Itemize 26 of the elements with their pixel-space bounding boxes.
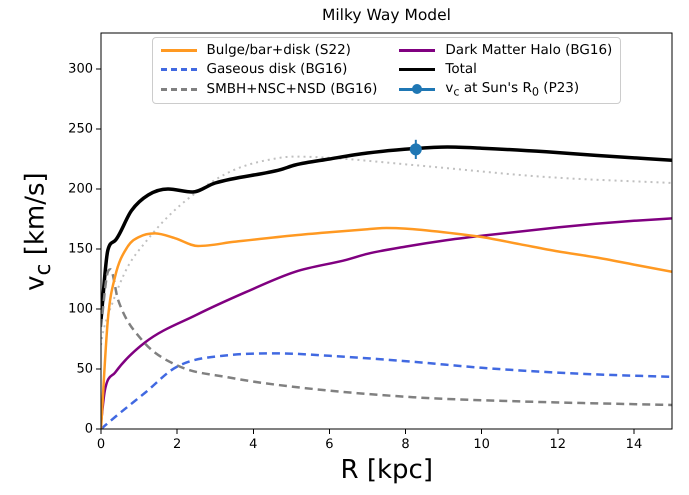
line-series [101,268,672,406]
y-tick-label: 100 [68,301,93,316]
x-tick-label: 0 [96,437,106,452]
y-tick-label: 250 [68,121,93,136]
y-tick-label: 150 [68,241,93,256]
y-tick-label: 200 [68,181,93,196]
x-axis-title: R [kpc] [340,455,433,485]
y-tick-label: 0 [84,421,93,436]
legend-label: Dark Matter Halo (BG16) [445,42,612,58]
y-tick-label: 300 [68,61,93,76]
line-series [101,352,672,429]
legend-label: Bulge/bar+disk (S22) [206,42,351,58]
x-tick-label: 2 [172,437,182,452]
x-tick-label: 14 [626,437,642,452]
line-series [101,156,672,346]
x-tick-label: 12 [550,437,566,452]
legend-label: v$_{c}$ at Sun's R$_{0}$ (P23) [445,80,580,99]
x-tick-label: 8 [401,437,410,452]
legend-label: Gaseous disk (BG16) [206,61,348,77]
legend-label: SMBH+NSC+NSD (BG16) [206,81,378,98]
x-tick-label: 10 [473,437,490,452]
legend-label: Total [445,61,477,77]
y-tick-label: 50 [76,361,93,376]
x-tick-label: 6 [325,437,334,452]
chart-title: Milky Way Model [322,6,451,24]
x-tick-label: 4 [249,437,258,452]
